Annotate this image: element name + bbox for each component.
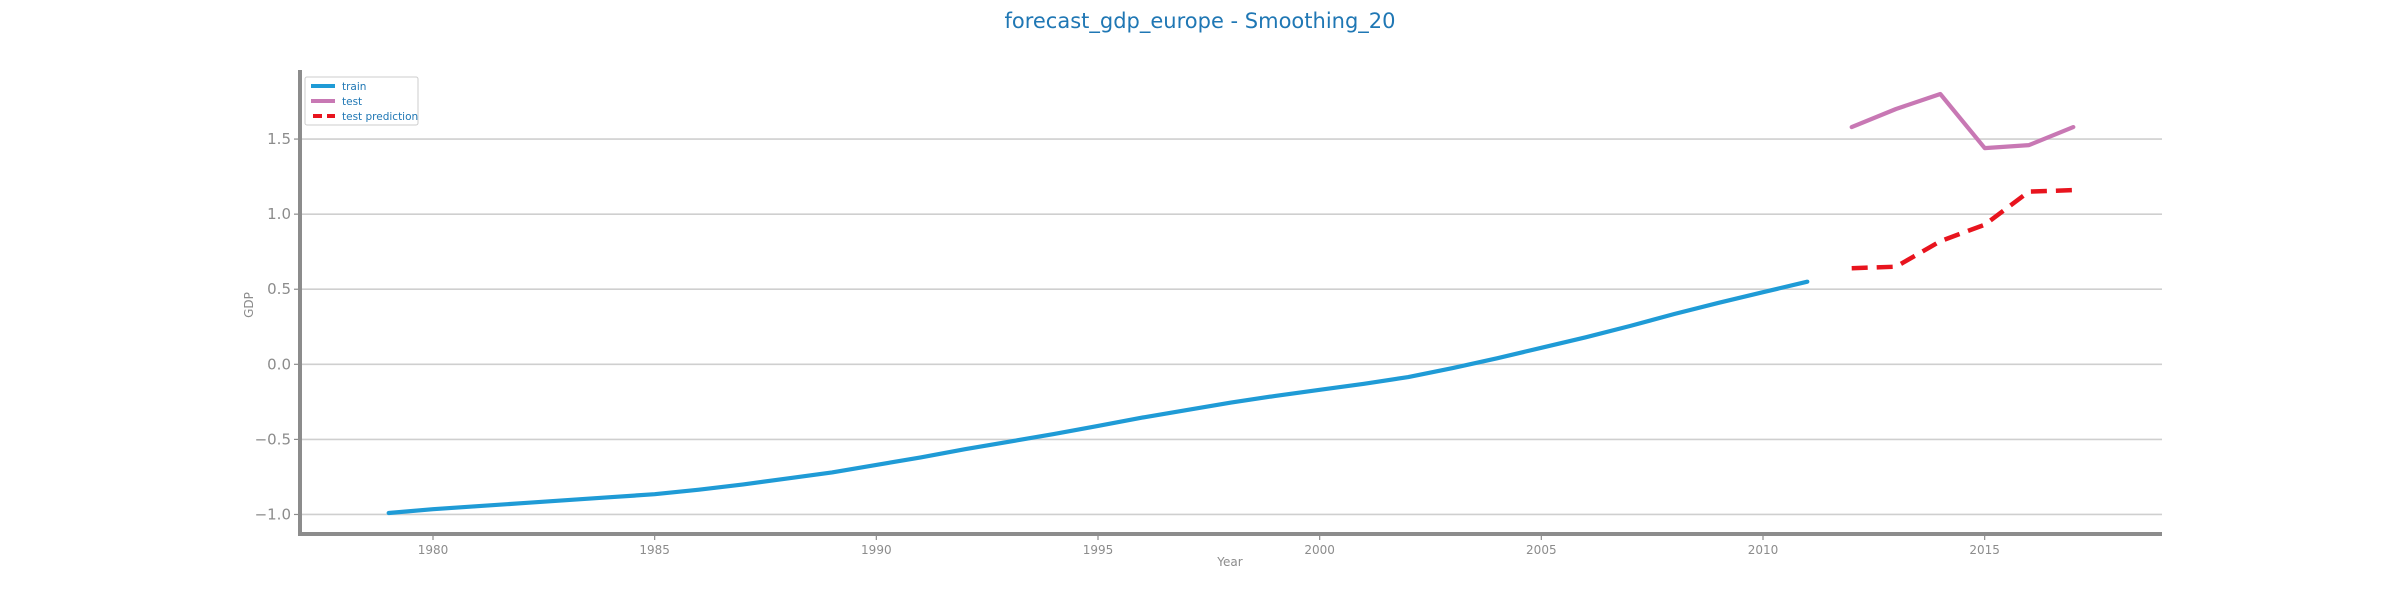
x-tick-label: 1990 (861, 543, 892, 557)
y-tick-label: −0.5 (255, 430, 291, 448)
y-tick-label: 0.0 (267, 355, 291, 373)
series-layer (386, 91, 2076, 516)
x-tick-label: 2010 (1748, 543, 1779, 557)
grid-layer (300, 138, 2162, 516)
series-line-test (1849, 91, 2076, 151)
x-tick-label: 1995 (1083, 543, 1114, 557)
legend-label: test (342, 96, 362, 108)
y-tick-label: −1.0 (255, 505, 291, 523)
series-line-test-prediction (1851, 187, 2074, 271)
x-tick-label: 1985 (639, 543, 670, 557)
axes-layer (298, 70, 2162, 536)
y-tick-label: 0.5 (267, 280, 291, 298)
chart-title: forecast_gdp_europe - Smoothing_20 (1004, 9, 1395, 34)
x-tick-label: 2005 (1526, 543, 1557, 557)
legend-box (304, 76, 419, 126)
x-axis-label: Year (1216, 555, 1242, 569)
y-axis-label: GDP (242, 292, 256, 318)
y-tick-label: 1.5 (267, 130, 291, 148)
series-line-train (386, 279, 1810, 516)
x-tick-label: 2000 (1304, 543, 1335, 557)
legend-label: test prediction (342, 111, 418, 123)
x-tick-label: 1980 (418, 543, 449, 557)
ticks-layer: −1.0 −0.5 0.0 0.5 1.0 1.5 1980 1985 1990 1995 2000… (255, 130, 2000, 557)
legend: train test test prediction (304, 76, 419, 126)
x-tick-label: 2015 (1969, 543, 2000, 557)
y-tick-label: 1.0 (267, 205, 291, 223)
legend-label: train (342, 81, 366, 93)
